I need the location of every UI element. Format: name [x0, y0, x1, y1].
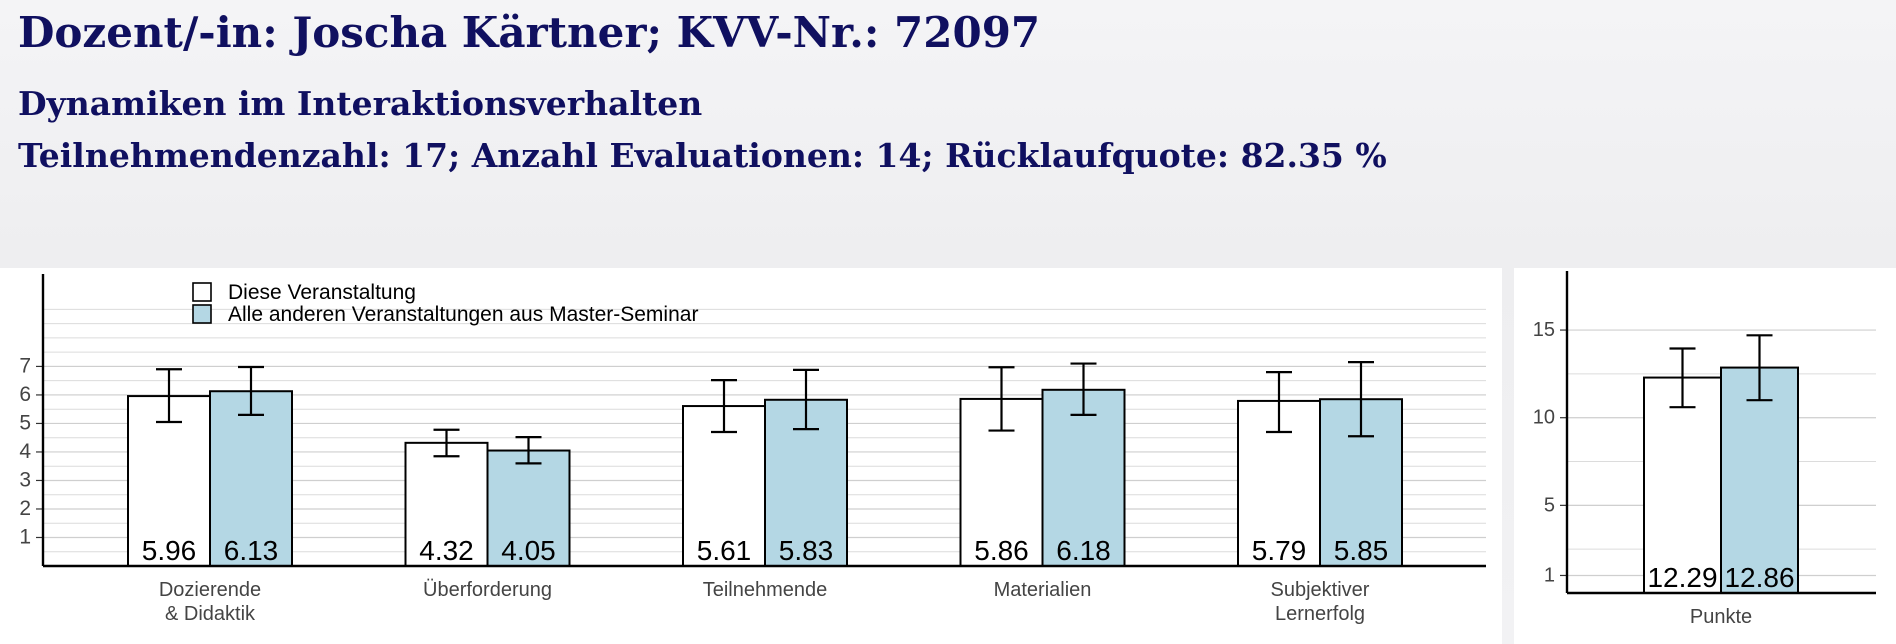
y-tick-label: 3: [19, 468, 31, 491]
x-category-label: Überforderung: [423, 579, 552, 601]
y-tick-label: 5: [1544, 494, 1555, 516]
x-category-label: Teilnehmende: [703, 579, 828, 601]
legend-label: Alle anderen Veranstaltungen aus Master-…: [228, 303, 698, 326]
legend-swatch: [192, 282, 212, 302]
y-tick-label: 10: [1533, 407, 1555, 429]
x-category-label: Dozierende: [159, 579, 261, 601]
value-label: 5.79: [1252, 535, 1307, 566]
value-label: 5.86: [974, 535, 1029, 566]
y-tick-label: 6: [19, 383, 31, 406]
y-tick-label: 15: [1533, 319, 1555, 341]
bar-other-courses: [1720, 366, 1799, 594]
y-tick-label: 1: [19, 525, 31, 548]
legend-label: Diese Veranstaltung: [228, 281, 416, 304]
x-category-label: Punkte: [1690, 606, 1752, 628]
value-label: 5.85: [1334, 535, 1389, 566]
value-label: 5.96: [142, 535, 197, 566]
value-label: 12.86: [1724, 562, 1794, 593]
x-category-label: & Didaktik: [165, 603, 256, 625]
value-label: 4.32: [419, 535, 474, 566]
value-label: 6.18: [1056, 535, 1111, 566]
legend-swatch: [192, 304, 212, 324]
bar-this-course: [1643, 376, 1722, 595]
y-tick-label: 1: [1544, 564, 1555, 586]
bar-other-courses: [209, 390, 293, 568]
x-category-label: Lernerfolg: [1275, 603, 1365, 625]
course-title: Dynamiken im Interaktionsverhalten: [18, 84, 703, 123]
value-label: 5.83: [779, 535, 834, 566]
course-stats: Teilnehmendenzahl: 17; Anzahl Evaluation…: [18, 136, 1387, 175]
main-bar-chart: 1 2 3 4 5 6 7 5.96 6.13 Dozierende& Didaktik 4.32 4…: [19, 274, 1486, 625]
value-label: 5.61: [697, 535, 752, 566]
value-label: 6.13: [224, 535, 279, 566]
value-label: 4.05: [501, 535, 556, 566]
main-chart-panel: 1 2 3 4 5 6 7 5.96 6.13 Dozierende & Didaktik 4.32 4…: [0, 268, 1502, 644]
bar-other-courses: [486, 449, 571, 568]
bar-this-course: [127, 395, 211, 567]
x-category-label: Materialien: [994, 579, 1092, 601]
x-category-label: Subjektiver: [1271, 579, 1370, 601]
page-title: Dozent/-in: Joscha Kärtner; KVV-Nr.: 720…: [18, 8, 1041, 57]
points-chart-panel: 1 5 10 15 12.29 12.86 Punkte: [1514, 268, 1896, 644]
y-tick-label: 2: [19, 497, 31, 520]
y-tick-label: 5: [19, 411, 31, 434]
y-tick-label: 4: [19, 440, 31, 463]
y-tick-label: 7: [19, 354, 31, 377]
value-label: 12.29: [1647, 562, 1717, 593]
